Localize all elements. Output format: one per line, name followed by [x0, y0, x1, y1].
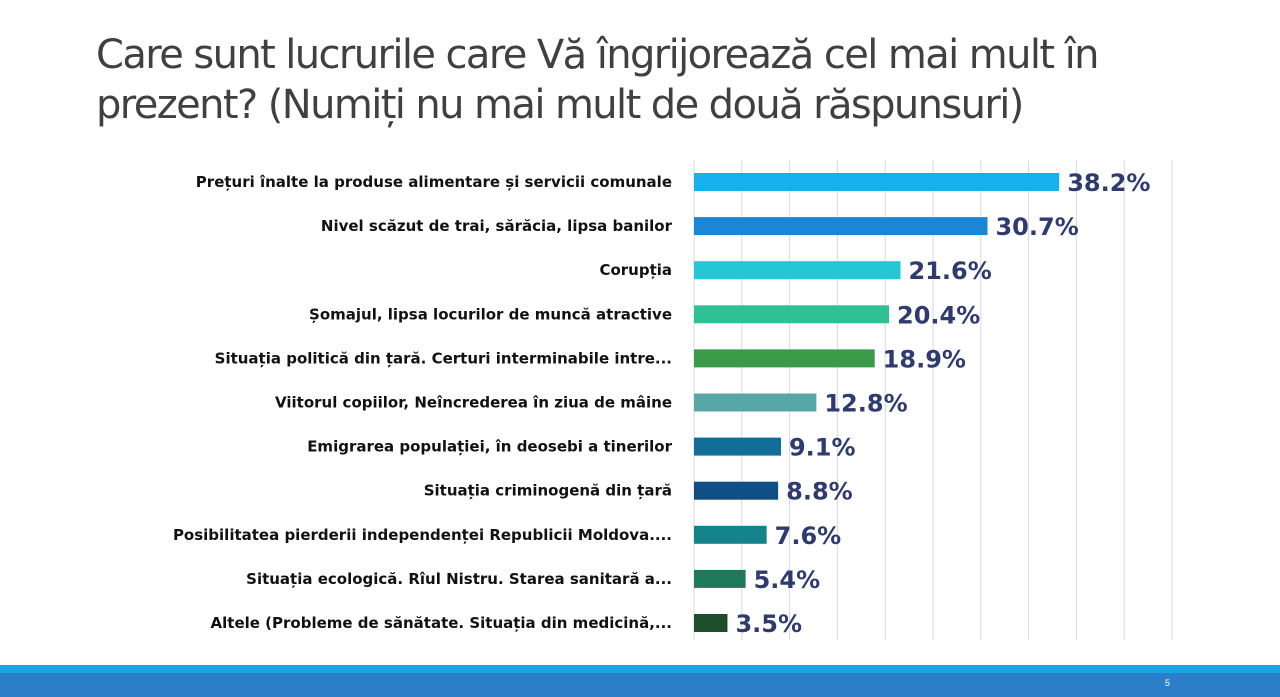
- value-label: 20.4%: [897, 301, 980, 329]
- category-label: Șomajul, lipsa locurilor de muncă atract…: [309, 305, 672, 323]
- page-number: 5: [1164, 678, 1170, 688]
- bar: [694, 217, 988, 236]
- bar: [694, 393, 817, 412]
- category-label: Nivel scăzut de trai, sărăcia, lipsa ban…: [321, 217, 673, 235]
- bar: [694, 569, 746, 588]
- bar: [694, 349, 875, 368]
- bar: [694, 173, 1060, 191]
- bar: [694, 261, 901, 280]
- chart-value-labels: 38.2% 30.7%21.6% 20.4% 18.9% 12.8% 9.1% 8.8% 7.…: [735, 169, 1150, 638]
- category-label: Altele (Probleme de sănătate. Situația d…: [211, 614, 672, 632]
- bar-chart: Prețuri înalte la produse alimentare și …: [173, 160, 1173, 640]
- value-label: 12.8%: [824, 390, 907, 418]
- value-label: 21.6%: [908, 257, 991, 285]
- value-label: 5.4%: [754, 566, 821, 594]
- category-label: Prețuri înalte la produse alimentare și …: [196, 173, 672, 191]
- category-label: Emigrarea populației, în deosebi a tiner…: [307, 438, 672, 456]
- bar: [694, 305, 890, 324]
- category-label: Corupția: [599, 261, 672, 279]
- chart-category-labels: Prețuri înalte la produse alimentare și …: [173, 173, 673, 632]
- footer-bar: [0, 673, 1280, 697]
- value-label: 3.5%: [735, 610, 802, 638]
- bar: [694, 614, 728, 632]
- value-label: 7.6%: [775, 522, 842, 550]
- category-label: Situația politică din țară. Certuri inte…: [215, 349, 672, 367]
- bar: [694, 525, 767, 544]
- category-label: Situația criminogenă din țară: [424, 482, 672, 500]
- slide-title: Care sunt lucrurile care Vă îngrijorează…: [96, 32, 1099, 128]
- footer-accent-bar: [0, 665, 1280, 673]
- bar: [694, 437, 781, 456]
- category-label: Situația ecologică. Rîul Nistru. Starea …: [246, 570, 672, 588]
- value-label: 38.2%: [1067, 169, 1150, 197]
- chart-gridlines: [693, 160, 1173, 640]
- category-label: Viitorul copiilor, Neîncrederea în ziua …: [275, 394, 672, 412]
- value-label: 9.1%: [789, 434, 856, 462]
- chart-bars: [694, 173, 1060, 632]
- value-label: 30.7%: [995, 213, 1078, 241]
- category-label: Posibilitatea pierderii independenței Re…: [173, 526, 672, 544]
- value-label: 8.8%: [786, 478, 853, 506]
- value-label: 18.9%: [883, 345, 966, 373]
- bar: [694, 481, 779, 500]
